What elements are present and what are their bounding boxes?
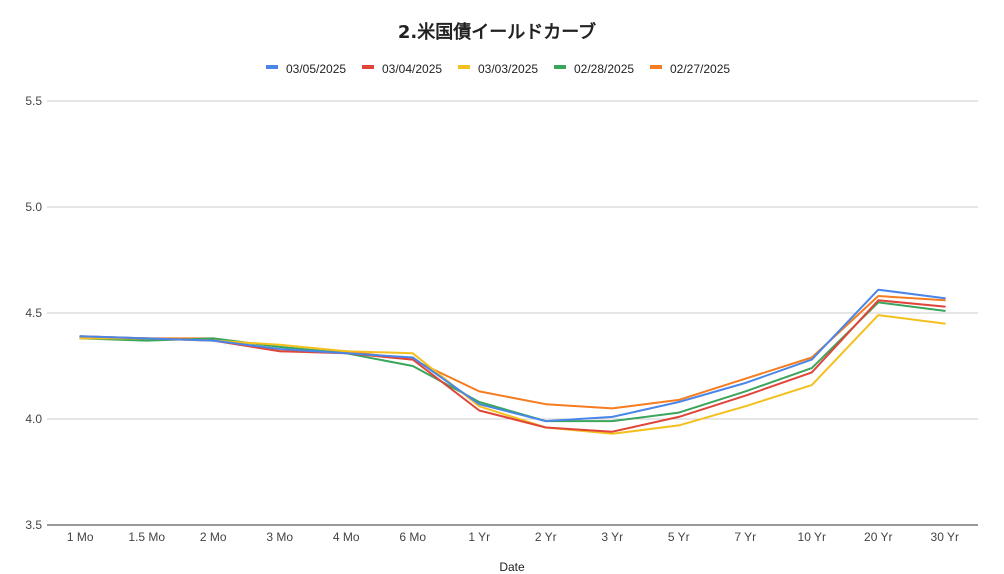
legend-swatch [650, 65, 662, 69]
x-tick-label: 10 Yr [798, 530, 826, 544]
y-axis-ticks: 3.5 4.0 4.5 5.0 5.5 [25, 94, 42, 532]
x-tick-label: 20 Yr [864, 530, 892, 544]
legend-label: 03/05/2025 [286, 62, 346, 76]
legend-item: 03/05/2025 [266, 62, 346, 76]
legend-item: 03/03/2025 [458, 62, 538, 76]
legend-label: 03/03/2025 [478, 62, 538, 76]
y-gridlines [47, 100, 978, 526]
x-tick-label: 4 Mo [333, 530, 360, 544]
x-tick-label: 6 Mo [399, 530, 426, 544]
legend-label: 02/28/2025 [574, 62, 634, 76]
chart-legend: 03/05/2025 03/04/2025 03/03/2025 02/28/2025… [266, 62, 730, 76]
legend-swatch [554, 65, 566, 69]
x-tick-label: 2 Yr [535, 530, 557, 544]
y-tick-label: 4.5 [25, 306, 42, 320]
y-tick-label: 5.5 [25, 94, 42, 108]
legend-item: 03/04/2025 [362, 62, 442, 76]
x-tick-label: 3 Mo [266, 530, 293, 544]
legend-label: 02/27/2025 [670, 62, 730, 76]
series-line-03-03-2025 [79, 314, 946, 435]
x-tick-label: 3 Yr [601, 530, 623, 544]
x-tick-label: 1.5 Mo [128, 530, 165, 544]
legend-swatch [266, 65, 278, 69]
series-lines [79, 288, 946, 435]
series-line-03-05-2025 [79, 288, 946, 423]
series-line-02-28-2025 [79, 301, 946, 423]
x-axis-title: Date [499, 560, 525, 574]
x-tick-label: 5 Yr [668, 530, 690, 544]
x-tick-label: 7 Yr [734, 530, 756, 544]
y-tick-label: 4.0 [25, 412, 42, 426]
chart-title: 2.米国債イールドカーブ [398, 21, 596, 43]
x-axis-ticks: 1 Mo 1.5 Mo 2 Mo 3 Mo 4 Mo 6 Mo 1 Yr 2 Yr 3 Yr 5 … [67, 530, 959, 544]
legend-item: 02/28/2025 [554, 62, 634, 76]
legend-swatch [362, 65, 374, 69]
x-tick-label: 2 Mo [200, 530, 227, 544]
x-tick-label: 1 Yr [468, 530, 490, 544]
x-tick-label: 1 Mo [67, 530, 94, 544]
y-tick-label: 3.5 [25, 518, 42, 532]
legend-label: 03/04/2025 [382, 62, 442, 76]
x-tick-label: 30 Yr [931, 530, 959, 544]
legend-item: 02/27/2025 [650, 62, 730, 76]
legend-swatch [458, 65, 470, 69]
y-tick-label: 5.0 [25, 200, 42, 214]
